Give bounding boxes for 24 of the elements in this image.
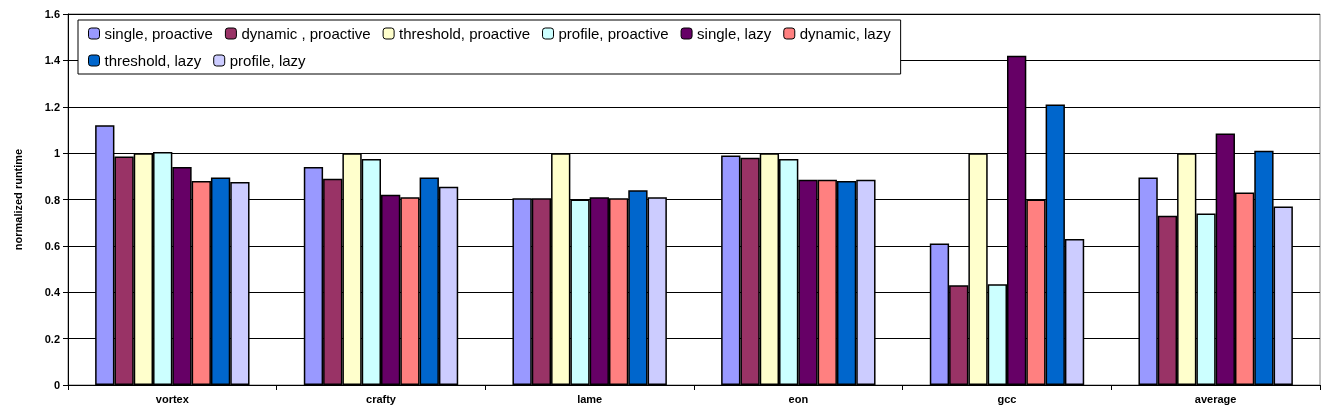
legend-label: threshold, lazy [104, 52, 202, 69]
x-tick-label: vortex [155, 392, 190, 405]
legend-label: dynamic , proactive [241, 25, 371, 42]
y-tick-label: 1.4 [44, 54, 61, 67]
y-tick-label: 0.8 [44, 193, 60, 206]
x-tick-label: crafty [366, 392, 397, 405]
legend-label: single, proactive [104, 25, 213, 42]
x-tick-label: eon [788, 392, 809, 405]
y-axis-title: normalized runtime [11, 148, 24, 251]
x-tick-label: average [1194, 392, 1237, 405]
legend-label: threshold, proactive [399, 25, 531, 42]
legend-label: profile, proactive [558, 25, 669, 42]
y-tick-label: 0 [53, 379, 60, 391]
y-tick-label: 1.2 [44, 100, 60, 113]
y-tick-label: 1.6 [44, 8, 60, 20]
y-tick-label: 0.6 [44, 239, 60, 252]
x-tick-label: gcc [997, 392, 1017, 405]
legend-label: dynamic, lazy [799, 25, 892, 42]
y-tick-label: 0.4 [44, 286, 61, 299]
y-tick-label: 0.2 [44, 332, 60, 345]
x-tick-label: lame [577, 392, 603, 405]
legend-label: single, lazy [697, 25, 772, 42]
y-tick-label: 1 [53, 147, 60, 160]
legend-label: profile, lazy [229, 52, 307, 69]
